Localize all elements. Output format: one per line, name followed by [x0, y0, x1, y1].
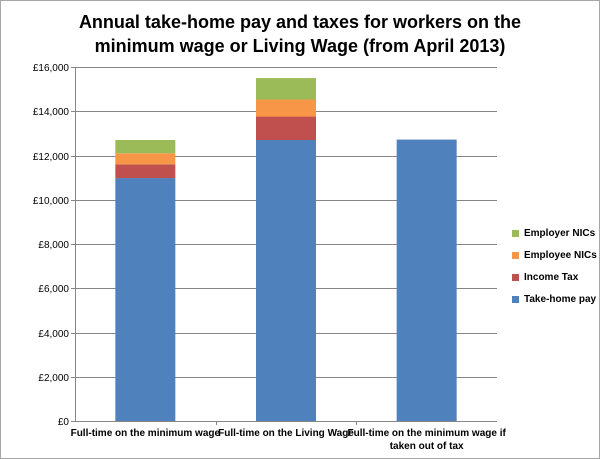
chart-title-line-1: Annual take-home pay and taxes for worke…	[78, 12, 522, 32]
legend-swatch	[512, 295, 519, 303]
legend-item: Take-home pay	[512, 292, 596, 306]
bar-segment-income-tax	[115, 164, 176, 179]
y-tick-label: £14,000	[33, 107, 70, 118]
bar-segment-take-home-pay	[396, 139, 457, 421]
y-tick-label: £2,000	[38, 373, 69, 384]
y-tick-label: £8,000	[38, 240, 69, 251]
x-category-label: Full-time on the minimum wage if	[347, 428, 506, 439]
x-category-label: Full-time on the minimum wage	[71, 428, 221, 439]
y-tick-label: £16,000	[33, 63, 70, 74]
legend-label: Employee NICs	[524, 249, 597, 261]
bar-segment-employer-nics	[115, 140, 176, 154]
bar-segment-employee-nics	[256, 99, 316, 117]
y-tick-label: £6,000	[38, 284, 69, 295]
y-tick-label: £4,000	[38, 329, 69, 340]
legend-item: Income Tax	[512, 270, 596, 284]
legend: Employer NICs Employee NICs Income Tax Take…	[512, 226, 597, 314]
chart-title-line-2: minimum wage or Living Wage (from April …	[94, 36, 506, 56]
legend-item: Employee NICs	[512, 248, 597, 262]
legend-label: Take-home pay	[524, 293, 597, 305]
legend-label: Employer NICs	[524, 227, 596, 239]
y-tick-label: £10,000	[33, 196, 70, 207]
bar-segment-take-home-pay	[256, 140, 316, 421]
legend-label: Income Tax	[524, 271, 579, 283]
x-category-label: taken out of tax	[390, 441, 464, 452]
legend-swatch	[512, 229, 519, 237]
bar-segment-take-home-pay	[115, 178, 176, 421]
legend-item: Employer NICs	[512, 226, 596, 240]
y-tick-label: £0	[58, 417, 70, 428]
x-category-label: Full-time on the Living Wage	[218, 428, 354, 439]
bar-segment-employee-nics	[115, 153, 176, 165]
legend-swatch	[512, 251, 519, 259]
chart-title: Annual take-home pay and taxes for worke…	[0, 10, 600, 58]
bar-segment-income-tax	[256, 116, 316, 141]
bar-segment-employer-nics	[256, 78, 316, 100]
y-tick-label: £12,000	[33, 152, 70, 163]
legend-swatch	[512, 273, 519, 281]
